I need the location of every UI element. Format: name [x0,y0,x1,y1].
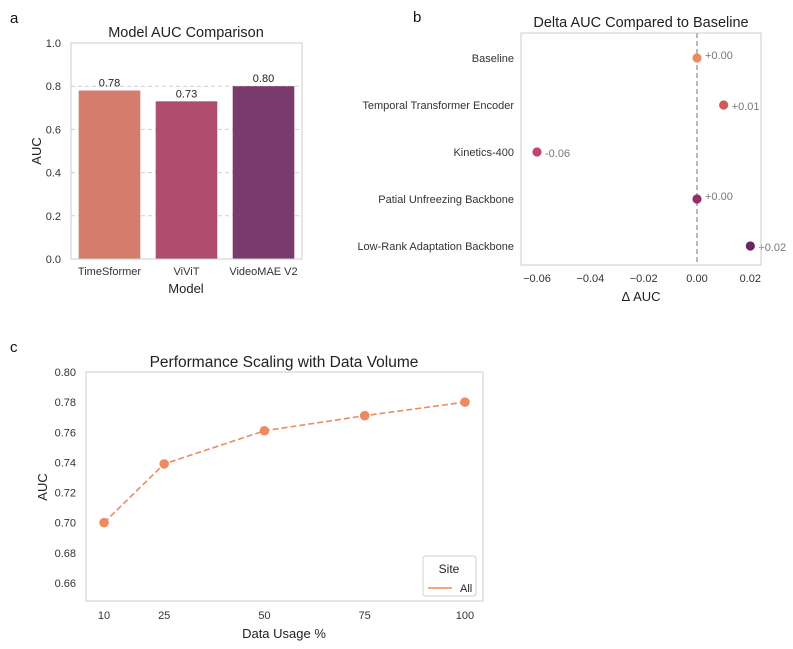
panel-c-title: Performance Scaling with Data Volume [150,354,419,371]
panel-a-bar-chart: Model AUC Comparison 0.78 0.73 0.80 0.0 0.2… [29,25,303,296]
panel-c-ytick-label: 0.68 [55,548,76,560]
panel-c-ytick-label: 0.80 [55,367,76,379]
panel-b-xlabel: Δ AUC [621,289,660,304]
panel-a-bar [155,101,218,259]
panel-a-xtick-label: VideoMAE V2 [229,266,297,278]
panel-c-ytick-label: 0.74 [55,457,76,469]
panel-b-xtick-label: 0.00 [686,273,707,285]
panel-c-ytick-label: 0.78 [55,397,76,409]
panel-label-a: a [10,10,19,27]
panel-c-xtick-label: 25 [158,610,170,622]
panel-c-point [159,459,169,469]
panel-a-bar [78,90,141,260]
panel-c-legend: Site All [422,555,477,597]
panel-b-xtick-label: −0.06 [523,273,551,285]
panel-c-xtick-label: 50 [258,610,270,622]
panel-a-ytick-label: 0.8 [46,81,61,93]
panel-b-point [692,194,702,204]
panel-a-ytick-label: 0.0 [46,254,61,266]
panel-a-ytick-label: 0.4 [46,168,61,180]
panel-b-value-label: +0.02 [758,242,786,254]
panel-a-ytick-label: 1.0 [46,38,61,50]
panel-a-value-label: 0.78 [99,78,120,90]
panel-a-ytick-label: 0.6 [46,124,61,136]
panel-b-xtick-label: −0.02 [630,273,658,285]
panel-b-value-label: +0.01 [732,101,760,113]
panel-c-xtick-label: 10 [98,610,110,622]
panel-a-xtick-label: ViViT [174,266,200,278]
panel-c-frame [85,371,484,602]
panel-b-xtick-label: −0.04 [576,273,604,285]
panel-b-category-label: Temporal Transformer Encoder [362,100,514,112]
panel-a-bar [232,86,295,259]
panel-b-point [719,100,729,110]
panel-c-point [359,410,370,421]
panel-a-value-label: 0.80 [253,73,274,85]
panel-a-ylabel: AUC [29,137,44,164]
panel-a-xtick-label: TimeSformer [78,266,141,278]
panel-b-value-label: -0.06 [545,148,570,160]
panel-c-xlabel: Data Usage % [242,626,326,641]
panel-b-category-label: Baseline [472,53,514,65]
panel-c-line-chart: Performance Scaling with Data Volume 0.6… [35,354,484,641]
panel-c-xtick-label: 75 [359,610,371,622]
panel-b-xtick-label: 0.02 [740,273,761,285]
panel-b-value-label: +0.00 [705,191,733,203]
panel-label-b: b [413,9,421,26]
panel-a-xlabel: Model [168,281,204,296]
panel-c-ytick-label: 0.72 [55,488,76,500]
panel-b-point [532,147,542,157]
panel-c-point [99,517,109,528]
panel-c-ytick-label: 0.76 [55,427,76,439]
panel-b-category-label: Patial Unfreezing Backbone [378,194,514,206]
panel-c-point [259,425,270,436]
panel-b-value-label: +0.00 [705,50,733,62]
panel-c-ytick-label: 0.66 [55,578,76,590]
panel-b-point [745,241,755,251]
panel-b-point [692,53,702,63]
panel-a-frame [70,42,303,260]
legend-title: Site [439,562,460,576]
legend-box [422,555,477,597]
panel-label-c: c [10,339,18,356]
panel-c-series-line [103,401,466,524]
panel-b-frame [520,32,762,266]
panel-a-value-label: 0.73 [176,88,197,100]
panel-b-category-label: Low-Rank Adaptation Backbone [357,241,514,253]
panel-c-ylabel: AUC [35,473,50,500]
panel-b-title: Delta AUC Compared to Baseline [533,15,748,31]
panel-c-ytick-label: 0.70 [55,518,76,530]
panel-b-delta-chart: Delta AUC Compared to Baseline +0.00 +0.0… [357,15,786,304]
panel-b-category-label: Kinetics-400 [453,147,514,159]
panel-a-ytick-label: 0.2 [46,211,61,223]
legend-entry-all: All [460,583,472,595]
panel-c-point [460,397,470,407]
panel-a-title: Model AUC Comparison [108,25,264,41]
panel-c-xtick-label: 100 [456,610,474,622]
